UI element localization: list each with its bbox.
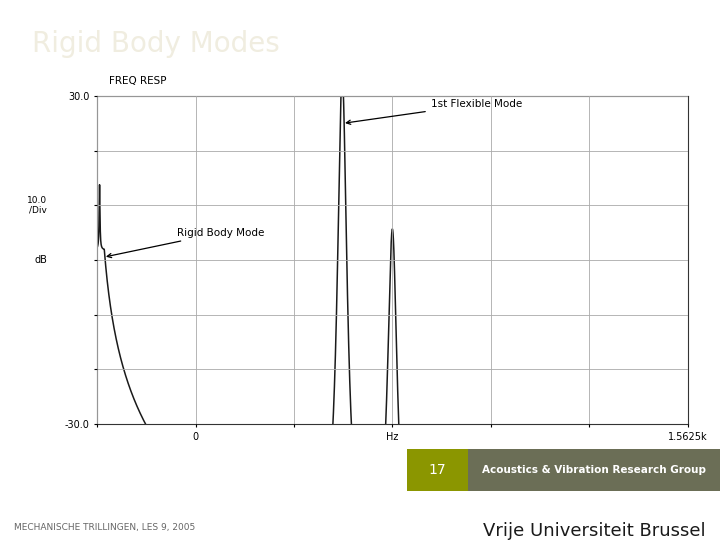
Text: dB: dB <box>34 255 47 265</box>
Text: 17: 17 <box>428 463 446 477</box>
Text: Vrije Universiteit Brussel: Vrije Universiteit Brussel <box>483 522 706 539</box>
Text: MECHANISCHE TRILLINGEN, LES 9, 2005: MECHANISCHE TRILLINGEN, LES 9, 2005 <box>14 523 196 532</box>
Text: Rigid Body Modes: Rigid Body Modes <box>32 30 280 58</box>
Text: Acoustics & Vibration Research Group: Acoustics & Vibration Research Group <box>482 465 706 475</box>
Text: 10.0
/Div: 10.0 /Div <box>27 196 47 215</box>
Text: 1st Flexible Mode: 1st Flexible Mode <box>346 99 522 124</box>
Bar <box>407 449 468 491</box>
Text: FREQ RESP: FREQ RESP <box>109 76 166 86</box>
Bar <box>468 449 720 491</box>
Text: Rigid Body Mode: Rigid Body Mode <box>107 228 264 258</box>
